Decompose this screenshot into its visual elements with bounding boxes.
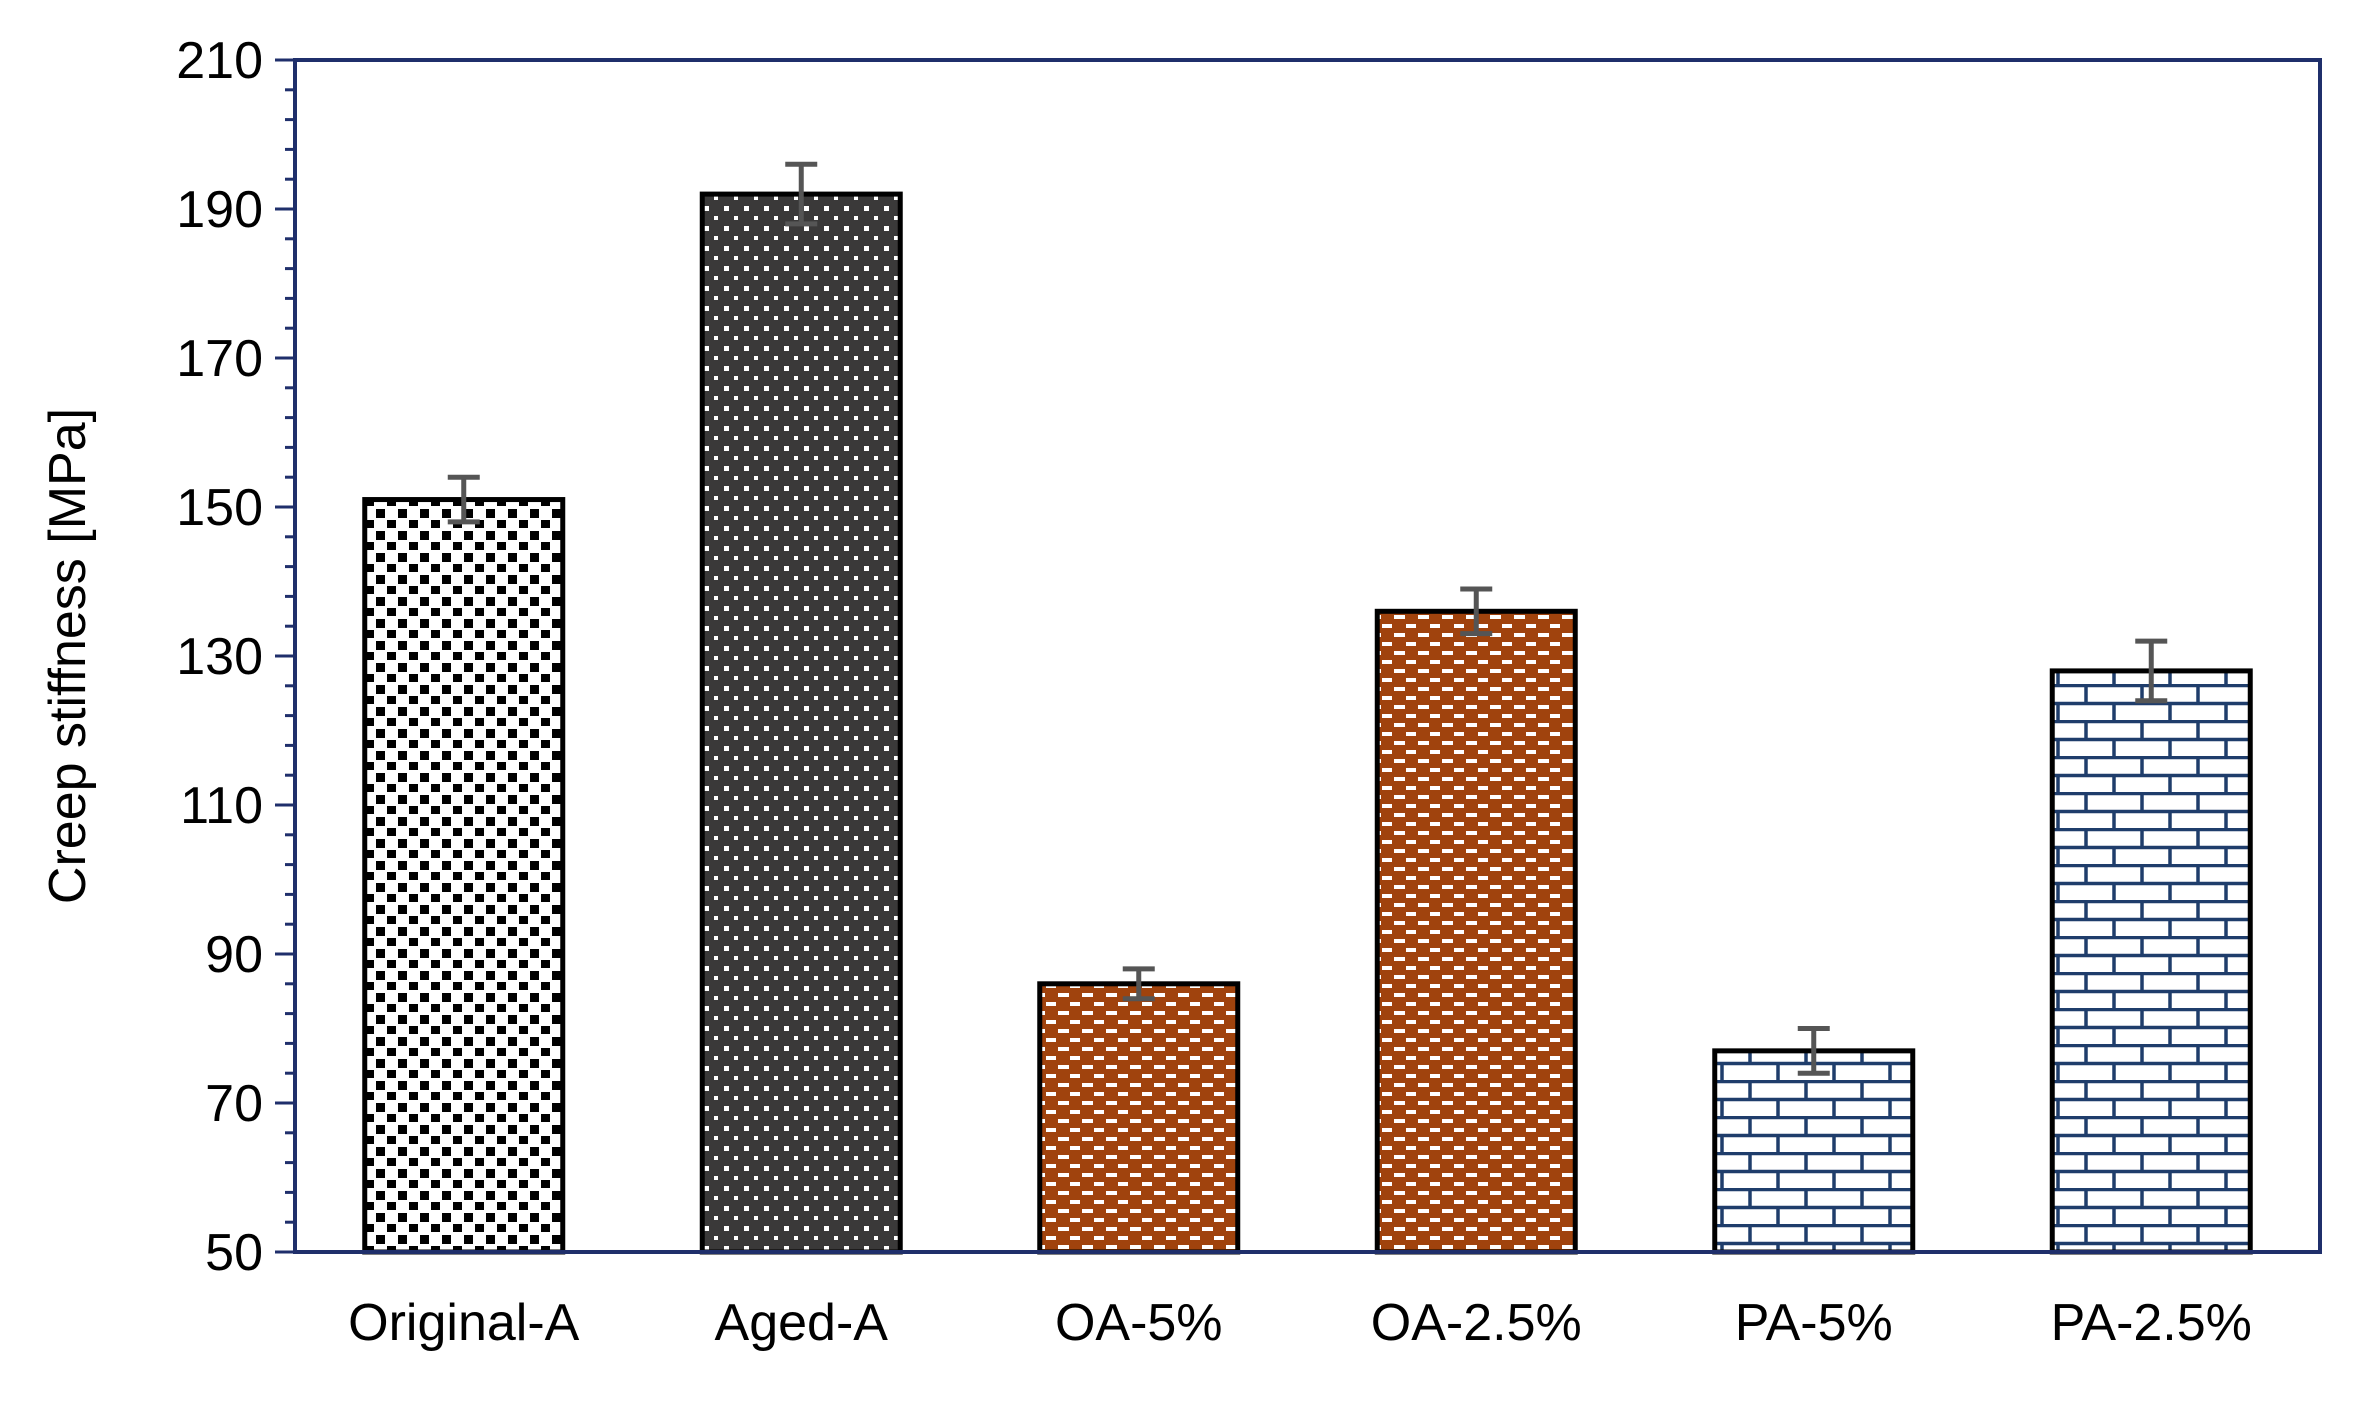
error-bar [1460, 586, 1493, 637]
y-tick-label: 170 [176, 330, 263, 388]
x-tick-label: PA-5% [1735, 1294, 1893, 1352]
bar-original-a [362, 497, 566, 1255]
x-tick-label: OA-5% [1055, 1294, 1223, 1352]
y-tick-label: 50 [205, 1224, 263, 1282]
y-axis-title: Creep stiffness [MPa] [39, 408, 97, 904]
bar-pa-2-5- [2049, 668, 2253, 1255]
y-tick-label: 210 [176, 32, 263, 90]
y-tick-label: 90 [205, 926, 263, 984]
plot-area-frame [293, 58, 2322, 1254]
y-tick-label: 130 [176, 628, 263, 686]
error-bar [785, 161, 818, 227]
bar-pa-5- [1712, 1048, 1916, 1255]
x-tick-label: PA-2.5% [2051, 1294, 2252, 1352]
y-tick-label: 150 [176, 479, 263, 537]
bar-oa-5- [1037, 981, 1241, 1255]
error-bars [447, 161, 2168, 1076]
y-tick-label: 110 [180, 777, 263, 835]
bar-oa-2-5- [1374, 608, 1578, 1255]
x-axis-labels: Original-A Aged-A OA-5% OA-2.5% PA-5% PA-2.5% [348, 1294, 2252, 1352]
error-bar [447, 474, 480, 525]
x-tick-label: OA-2.5% [1371, 1294, 1582, 1352]
bar-aged-a [699, 191, 903, 1255]
y-tick-label: 190 [176, 181, 263, 239]
y-tick-label: 70 [205, 1075, 263, 1133]
x-tick-label: Original-A [348, 1294, 579, 1352]
error-bar [2135, 638, 2168, 704]
error-bar [1122, 966, 1155, 1002]
x-tick-label: Aged-A [715, 1294, 889, 1352]
error-bar [1797, 1026, 1830, 1076]
bars [362, 191, 2253, 1255]
y-axis-ticks: 50 70 90 110 130 150 170 190 210 [176, 32, 295, 1282]
